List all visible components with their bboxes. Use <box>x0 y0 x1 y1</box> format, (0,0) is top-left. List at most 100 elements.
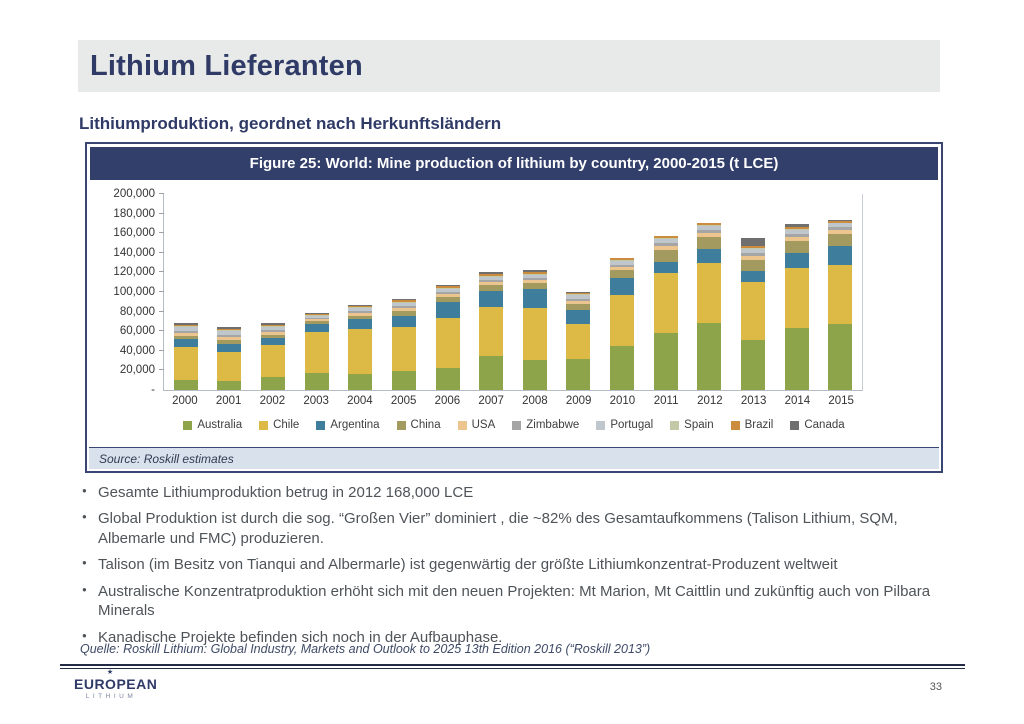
bar-segment-brazil <box>479 274 504 277</box>
y-tick-label: 180,000 <box>113 207 155 220</box>
bar-segment-portugal <box>348 307 373 311</box>
y-tick-mark <box>159 193 164 194</box>
source-citation: Quelle: Roskill Lithium: Global Industry… <box>80 642 651 656</box>
bar-segment-zimbabwe <box>784 234 809 238</box>
bar-segment-australia <box>435 368 460 390</box>
bar-segment-usa <box>391 307 416 311</box>
legend-label: Australia <box>197 419 243 431</box>
x-axis: 2000 2001 2002 2003 2004 2005 2006 2007 2008 2009… <box>163 395 863 407</box>
x-tick-label: 2003 <box>303 395 329 407</box>
y-tick-mark <box>159 369 164 371</box>
bar-segment-portugal <box>173 327 198 332</box>
x-tick-label: 2005 <box>390 395 417 407</box>
bar-2003 <box>304 312 329 390</box>
bar-segment-chile <box>697 262 722 324</box>
legend-swatch-icon <box>183 420 193 430</box>
bar-segment-australia <box>784 328 809 390</box>
bar-segment-spain <box>435 288 460 290</box>
bar-segment-portugal <box>828 223 853 228</box>
legend-swatch-icon <box>259 420 269 430</box>
bar-segment-spain <box>740 247 765 249</box>
bar-segment-portugal <box>522 275 547 279</box>
bar-segment-brazil <box>566 293 591 295</box>
bar-segment-usa <box>261 332 286 336</box>
bar-segment-usa <box>697 233 722 238</box>
bar-segment-zimbabwe <box>653 243 678 246</box>
x-tick-label: 2013 <box>740 395 767 407</box>
bar-segment-china <box>653 249 678 262</box>
legend-label: China <box>410 419 441 431</box>
legend-item-chile: Chile <box>259 419 299 431</box>
bar-segment-china <box>348 315 373 320</box>
y-tick-label: 160,000 <box>113 227 155 240</box>
y-tick-label: 120,000 <box>113 266 155 279</box>
logo-name: EUROPEAN <box>74 676 158 692</box>
plot-row: 200,000 180,000 160,000 140,000 120,000 100,0… <box>87 180 941 407</box>
y-tick-label: 100,000 <box>113 286 155 298</box>
legend-swatch-icon <box>596 420 606 430</box>
bar-segment-argentina <box>479 291 504 307</box>
bar-segment-usa <box>784 237 809 242</box>
bar-segment-portugal <box>653 239 678 244</box>
legend-label: Canada <box>804 419 845 431</box>
bar-segment-brazil <box>435 286 460 289</box>
bar-segment-canada <box>173 323 198 326</box>
bar-segment-brazil <box>610 257 635 260</box>
legend-item-argentina: Argentina <box>316 419 380 431</box>
bar-segment-spain <box>522 274 547 276</box>
bar-segment-china <box>261 335 286 339</box>
bar-2000 <box>173 323 198 390</box>
bar-segment-chile <box>653 273 678 334</box>
legend-label: Spain <box>684 419 714 431</box>
y-tick-label: 140,000 <box>113 246 155 259</box>
x-tick-label: 2002 <box>259 395 286 407</box>
bullet-item: Gesamte Lithiumproduktion betrug in 2012… <box>80 483 964 503</box>
bar-segment-brazil <box>697 223 722 226</box>
bar-segment-canada <box>304 312 329 314</box>
bar-segment-portugal <box>304 315 329 318</box>
plot-area: 2000 2001 2002 2003 2004 2005 2006 2007 2008 2009… <box>159 193 863 407</box>
bar-2008 <box>522 269 547 390</box>
y-tick-mark <box>159 212 164 214</box>
y-tick-mark <box>159 330 164 332</box>
bar-segment-zimbabwe <box>610 264 635 267</box>
footer-divider <box>60 664 965 669</box>
bar-segment-brazil <box>304 313 329 315</box>
bar-segment-canada <box>784 224 809 228</box>
bar-segment-china <box>828 234 853 246</box>
bar-segment-spain <box>217 330 242 332</box>
y-tick-label: 60,000 <box>119 325 155 338</box>
bar-segment-australia <box>173 380 198 390</box>
legend-label: Argentina <box>330 419 380 431</box>
bar-segment-australia <box>610 345 635 390</box>
y-axis: 200,000 180,000 160,000 140,000 120,000 100,0… <box>97 188 163 396</box>
legend-swatch-icon <box>512 420 522 430</box>
bar-segment-australia <box>828 324 853 390</box>
slide-subtitle: Lithiumproduktion, geordnet nach Herkunf… <box>79 114 502 133</box>
y-tick-mark <box>159 291 164 292</box>
bar-segment-china <box>391 310 416 316</box>
bar-segment-chile <box>348 329 373 375</box>
bar-segment-zimbabwe <box>391 305 416 308</box>
legend-item-canada: Canada <box>790 419 845 431</box>
bar-segment-chile <box>217 351 242 382</box>
legend-label: Portugal <box>610 419 654 431</box>
bar-segment-portugal <box>261 327 286 331</box>
bar-segment-australia <box>391 371 416 390</box>
bar-segment-china <box>522 283 547 290</box>
bar-segment-canada <box>391 298 416 300</box>
bar-segment-argentina <box>697 248 722 263</box>
slide-title-banner: Lithium Lieferanten <box>78 40 940 92</box>
bar-segment-canada <box>261 323 286 326</box>
bar-segment-zimbabwe <box>173 331 198 334</box>
bar-segment-portugal <box>610 260 635 265</box>
bar-segment-spain <box>261 326 286 328</box>
bar-segment-spain <box>828 222 853 224</box>
page-number: 33 <box>929 681 942 693</box>
bar-segment-brazil <box>740 246 765 248</box>
bar-segment-australia <box>697 323 722 390</box>
bar-segment-usa <box>217 337 242 341</box>
bar-segment-usa <box>828 230 853 235</box>
x-tick-label: 2001 <box>215 395 242 407</box>
y-tick-mark <box>159 349 164 351</box>
